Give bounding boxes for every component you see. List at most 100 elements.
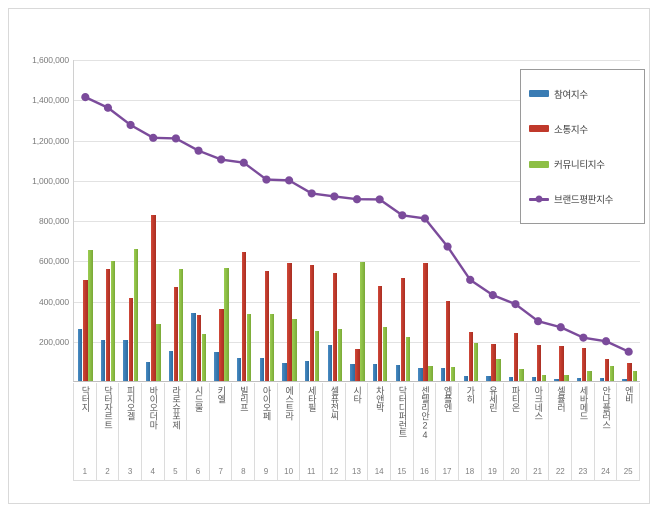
line-data-point[interactable]: 브랜드평판지수 셀뮬러 268,000: [556, 323, 565, 332]
bar[interactable]: [269, 313, 275, 381]
bar[interactable]: [508, 377, 514, 381]
bar[interactable]: [418, 367, 423, 381]
line-data-point[interactable]: 브랜드평판지수 닥터디퍼런트 826,000: [398, 211, 407, 220]
bar[interactable]: [440, 368, 446, 381]
line-data-point[interactable]: 브랜드평판지수 셀퓨전씨 920,000: [330, 192, 339, 201]
bar[interactable]: [536, 344, 542, 381]
bar[interactable]: [191, 313, 196, 381]
bar[interactable]: [246, 314, 252, 381]
bar[interactable]: [133, 248, 138, 381]
line-data-point[interactable]: 브랜드평판지수 센텔리안24 810,000: [420, 214, 430, 223]
bar[interactable]: [201, 334, 206, 381]
bar[interactable]: [541, 374, 547, 381]
bar[interactable]: [88, 249, 93, 381]
bar[interactable]: [473, 342, 479, 381]
line-data-point[interactable]: 브랜드평판지수 아크네스 298,000: [534, 317, 543, 326]
legend-item[interactable]: 커뮤니티지수: [529, 154, 644, 174]
bar[interactable]: [282, 362, 287, 381]
legend-item[interactable]: 참여지수: [529, 84, 644, 104]
bar[interactable]: [446, 300, 451, 381]
bar[interactable]: [219, 309, 224, 381]
line-data-point[interactable]: 브랜드평판지수 키엘 1,104,000: [217, 155, 226, 164]
bar[interactable]: [128, 297, 133, 381]
bar[interactable]: [451, 366, 456, 381]
bar[interactable]: [123, 339, 128, 381]
line-data-point[interactable]: 브랜드평판지수 세타필 935,000: [307, 189, 316, 198]
bar[interactable]: [83, 279, 88, 381]
bar[interactable]: [468, 332, 474, 381]
bar[interactable]: [463, 376, 468, 381]
bar[interactable]: [100, 339, 106, 381]
bar[interactable]: [355, 349, 360, 381]
line-data-point[interactable]: 브랜드평판지수 시드물 1,148,000: [194, 146, 203, 155]
bar[interactable]: [395, 364, 400, 381]
bar[interactable]: [110, 260, 116, 381]
bar[interactable]: [315, 331, 320, 381]
bar[interactable]: [264, 270, 269, 381]
bar[interactable]: [156, 324, 161, 381]
bar[interactable]: [423, 262, 428, 381]
bar[interactable]: [428, 365, 433, 381]
bar[interactable]: [292, 319, 297, 381]
bar[interactable]: [632, 370, 637, 381]
bar[interactable]: [383, 327, 388, 381]
line-data-point[interactable]: 브랜드평판지수 닥터지 1,415,000: [81, 93, 90, 102]
line-data-point[interactable]: 브랜드평판지수 세바메드 216,000: [579, 333, 588, 342]
bar[interactable]: [309, 265, 315, 381]
bar[interactable]: [105, 269, 111, 381]
bar[interactable]: [587, 371, 592, 381]
bar[interactable]: [564, 375, 569, 381]
line-data-point[interactable]: 브랜드평판지수 피지오겔 1,276,000: [126, 120, 135, 130]
bar[interactable]: [178, 268, 184, 381]
bar[interactable]: [287, 262, 292, 381]
bar[interactable]: [400, 277, 406, 381]
line-data-point[interactable]: 브랜드평판지수 파티온 383,000: [511, 300, 520, 309]
bar[interactable]: [627, 362, 632, 381]
bar[interactable]: [327, 344, 332, 381]
bar[interactable]: [372, 363, 378, 381]
bar[interactable]: [491, 343, 496, 381]
line-data-point[interactable]: 브랜드평판지수 에스트라 1,000,000: [284, 176, 294, 185]
bar[interactable]: [582, 348, 587, 381]
bar[interactable]: [151, 214, 156, 381]
line-data-point[interactable]: 브랜드평판지수 바이오더마 1,212,000: [149, 133, 158, 142]
legend-item[interactable]: 브랜드평판지수: [529, 189, 644, 209]
bar[interactable]: [173, 286, 179, 381]
line-data-point[interactable]: 브랜드평판지수 아이오페 1,004,000: [262, 175, 271, 184]
line-data-point[interactable]: 브랜드평판지수 시타 906,000: [352, 195, 362, 204]
bar[interactable]: [519, 368, 524, 381]
bar[interactable]: [486, 375, 491, 381]
bar[interactable]: [196, 315, 201, 381]
bar[interactable]: [360, 262, 365, 381]
line-data-point[interactable]: 브랜드평판지수 유세린 428,000: [488, 291, 497, 300]
bar[interactable]: [531, 376, 537, 381]
bar[interactable]: [304, 360, 310, 381]
bar[interactable]: [332, 272, 337, 381]
bar[interactable]: [514, 332, 519, 381]
line-data-point[interactable]: 브랜드평판지수 라로슈포제 1,209,000: [171, 134, 180, 143]
bar[interactable]: [224, 267, 229, 381]
legend-item[interactable]: 소통지수: [529, 119, 644, 139]
bar[interactable]: [168, 351, 174, 381]
bar[interactable]: [599, 377, 605, 381]
bar[interactable]: [604, 358, 610, 381]
bar[interactable]: [496, 359, 501, 381]
bar[interactable]: [236, 357, 242, 381]
bar[interactable]: [214, 352, 219, 381]
bar[interactable]: [350, 363, 355, 381]
bar[interactable]: [241, 252, 247, 381]
line-data-point[interactable]: 브랜드평판지수 가히 504,000: [466, 275, 475, 284]
line-data-point[interactable]: 브랜드평판지수 빌리프 1,088,000: [239, 158, 248, 167]
bar[interactable]: [622, 378, 627, 381]
bar[interactable]: [337, 328, 343, 381]
line-data-point[interactable]: 브랜드평판지수 닥터자르트 1,362,000: [103, 103, 113, 112]
bar[interactable]: [377, 286, 383, 381]
bar[interactable]: [405, 336, 411, 381]
bar[interactable]: [78, 329, 83, 381]
line-data-point[interactable]: 브랜드평판지수 차앤박 905,000: [375, 195, 384, 204]
bar[interactable]: [609, 366, 615, 381]
bar[interactable]: [577, 377, 582, 381]
bar[interactable]: [259, 358, 264, 381]
bar[interactable]: [146, 361, 151, 381]
bar[interactable]: [559, 346, 564, 381]
